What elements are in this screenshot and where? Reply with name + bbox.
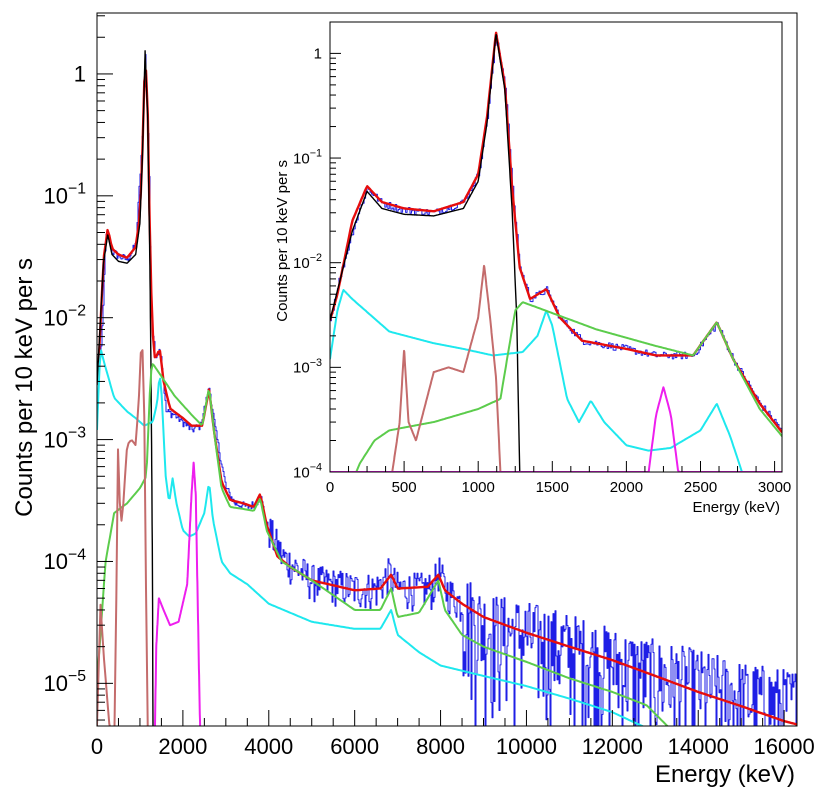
inset-x-tick-label: 2000 [610,479,643,496]
main-series-green-component [97,363,669,726]
inset-series-green-component [355,301,782,472]
main-x-tick-label: 14000 [668,734,729,759]
main-x-axis-label: Energy (keV) [655,761,795,788]
main-x-tick-label: 8000 [416,734,465,759]
main-series-magenta-component [154,461,202,726]
main-y-tick-label: 1 [74,62,86,87]
inset-x-tick-label: 1500 [536,479,569,496]
inset-y-tick-label: 10−2 [293,252,322,272]
main-x-tick-label: 2000 [158,734,207,759]
inset-x-tick-label: 2500 [684,479,717,496]
inset-y-tick-label: 10−1 [293,148,322,168]
inset-plot: 0 500 1000 1500 2000 2500 3000 1 10−1 10−2 10−3 10−… [274,21,791,516]
main-series-black-component [97,50,154,726]
main-x-tick-label: 10000 [496,734,557,759]
inset-frame [329,21,783,473]
inset-series-cyan-component [330,289,743,472]
main-y-tick-label: 10−5 [43,668,86,696]
main-x-tick-label: 4000 [244,734,293,759]
inset-y-axis-label: Counts per 10 keV per s [274,160,291,322]
inset-y-tick-label: 1 [314,46,322,63]
main-x-tick-label: 6000 [330,734,379,759]
main-y-tick-label: 10−3 [43,424,86,452]
inset-x-tick-label: 1000 [462,479,495,496]
main-y-tick-label: 10−1 [43,181,86,209]
inset-series-black-component [330,33,521,472]
main-x-tick-label: 16000 [754,734,815,759]
main-x-tick-label: 12000 [582,734,643,759]
inset-y-tick-label: 10−4 [293,462,322,482]
main-series-data [97,54,797,726]
inset-x-tick-label: 500 [392,479,417,496]
main-x-tick-label: 0 [91,734,103,759]
main-series-group [97,50,797,726]
inset-plot-background [330,22,782,472]
main-y-tick-label: 10−2 [43,303,86,331]
inset-x-tick-label: 0 [326,479,334,496]
main-y-axis-label: Counts per 10 keV per s [11,258,38,517]
inset-series-group [330,31,782,472]
main-y-tick-label: 10−4 [43,546,86,574]
inset-x-tick-label: 3000 [758,479,791,496]
inset-series-pink-component [391,264,502,472]
inset-y-tick-label: 10−3 [293,357,322,377]
inset-x-axis-label: Energy (keV) [692,499,780,516]
main-frame [96,12,798,727]
